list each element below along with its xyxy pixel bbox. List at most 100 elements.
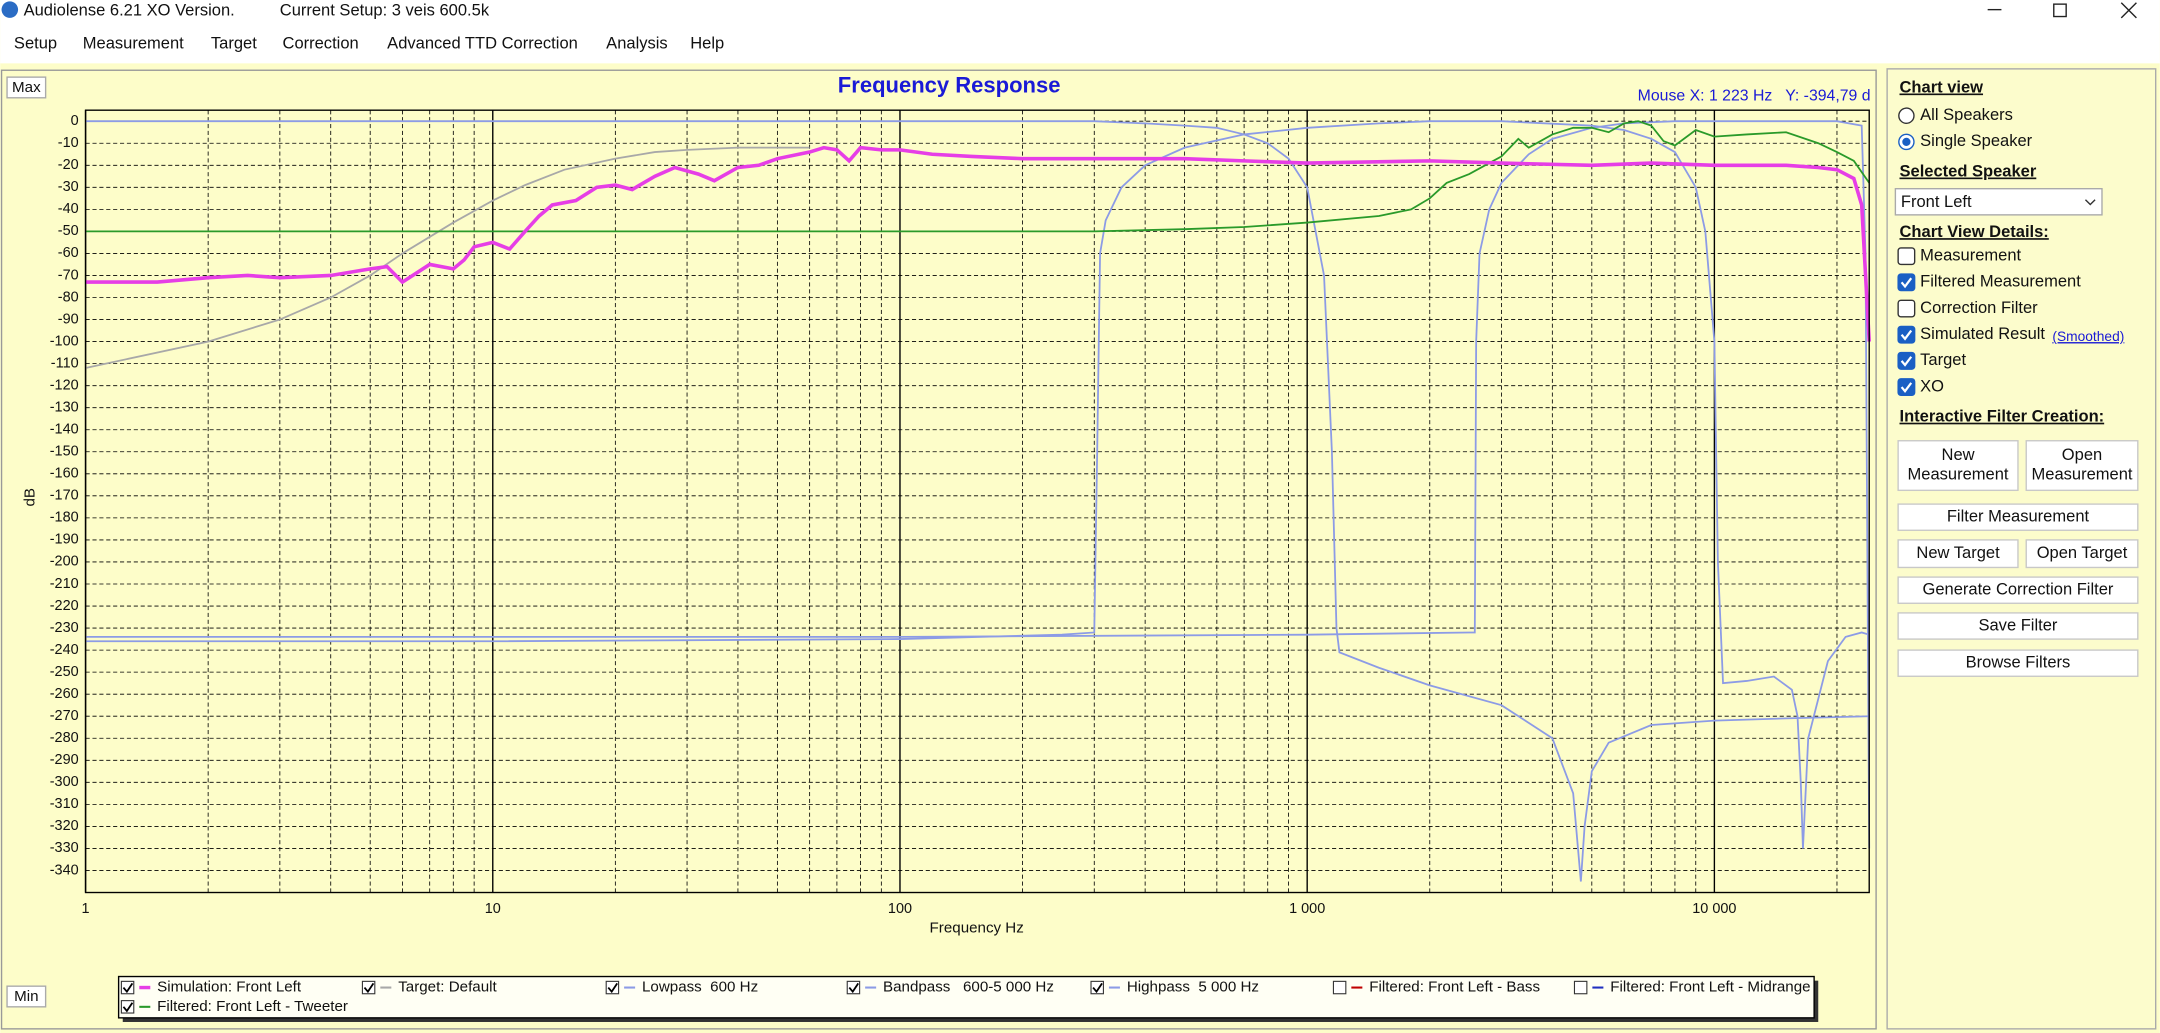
y-tick-label: -140: [50, 422, 79, 438]
section-title: Interactive Filter Creation:: [1900, 407, 2105, 426]
checkbox[interactable]: [1897, 378, 1916, 396]
checkbox-label[interactable]: Target: [1920, 350, 1966, 369]
menu-item[interactable]: Target: [211, 33, 257, 52]
legend-label[interactable]: Filtered: Front Left - Tweeter: [157, 998, 348, 1015]
button-label[interactable]: Save Filter: [1978, 615, 2057, 634]
speaker-value[interactable]: Front Left: [1901, 192, 1972, 211]
y-tick-label: -100: [50, 333, 79, 349]
radio-label[interactable]: All Speakers: [1920, 105, 2013, 124]
checkbox-label[interactable]: Measurement: [1920, 246, 2021, 265]
smoothed-link[interactable]: (Smoothed): [2052, 329, 2124, 344]
menu-item[interactable]: Correction: [283, 33, 359, 52]
menu-item[interactable]: Analysis: [606, 33, 668, 52]
sidebar: Chart view All Speakers Single Speaker Sele…: [1894, 78, 2139, 677]
menu-item[interactable]: Help: [690, 33, 724, 52]
y-axis-label: dB: [21, 488, 38, 507]
y-tick-label: 0: [71, 113, 79, 129]
menu-item[interactable]: Advanced TTD Correction: [387, 33, 578, 52]
checkbox-check: [1900, 277, 1913, 289]
legend-label[interactable]: Highpass 5 000 Hz: [1127, 979, 1259, 996]
series-line: [85, 120, 1871, 849]
y-tick-label: -160: [50, 466, 79, 482]
legend-label[interactable]: Bandpass 600-5 000 Hz: [883, 979, 1054, 996]
button-label[interactable]: New Target: [1916, 543, 2000, 562]
checkbox[interactable]: [1897, 351, 1916, 370]
checkbox[interactable]: [1897, 273, 1916, 292]
legend-check: [122, 1002, 134, 1013]
y-tick-label: -310: [50, 796, 79, 812]
legend-label[interactable]: Filtered: Front Left - Midrange: [1610, 979, 1810, 996]
legend-checkbox[interactable]: [1573, 980, 1588, 995]
button-label[interactable]: Open Target: [2037, 543, 2128, 562]
button[interactable]: [1897, 503, 2139, 531]
button-label[interactable]: Measurement: [1908, 465, 2009, 484]
button-label[interactable]: Generate Correction Filter: [1923, 580, 2114, 599]
checkbox-label[interactable]: XO: [1920, 376, 1944, 395]
close-button[interactable]: [2120, 2, 2137, 19]
y-tick-label: -250: [50, 664, 79, 680]
button[interactable]: [2025, 539, 2139, 569]
y-tick-label: -240: [50, 642, 79, 658]
max-button[interactable]: [6, 76, 47, 99]
max-button-label[interactable]: Max: [12, 79, 41, 96]
radio-button[interactable]: [1898, 107, 1915, 124]
button-label[interactable]: Filter Measurement: [1947, 507, 2090, 526]
legend-label[interactable]: Lowpass 600 Hz: [642, 979, 758, 996]
y-tick-label: -300: [50, 774, 79, 790]
legend-check: [122, 982, 134, 994]
menu-item[interactable]: Measurement: [83, 33, 184, 52]
button[interactable]: [1897, 539, 2019, 569]
section-title: Chart View Details:: [1900, 222, 2049, 241]
checkbox[interactable]: [1897, 325, 1916, 344]
restore-button[interactable]: [2053, 3, 2067, 18]
button-label[interactable]: Browse Filters: [1966, 653, 2071, 672]
y-tick-label: -10: [58, 135, 79, 151]
legend-check: [363, 982, 375, 994]
grid: 0 -10 -20 -30 -40 -50 -60 -70 -80 -90 -100 -110 -120…: [50, 110, 1870, 917]
button[interactable]: [1897, 440, 2019, 492]
button-label[interactable]: New: [1942, 445, 1975, 464]
x-tick-label: 10 000: [1692, 901, 1736, 917]
radio-label[interactable]: Single Speaker: [1920, 131, 2033, 150]
series-lines: [85, 120, 1871, 882]
legend-label[interactable]: Target: Default: [398, 979, 497, 996]
checkbox-label[interactable]: Filtered Measurement: [1920, 272, 2081, 291]
series-line: [85, 120, 1870, 233]
legend-check: [848, 982, 859, 994]
legend-label[interactable]: Filtered: Front Left - Bass: [1369, 979, 1540, 996]
y-tick-label: -120: [50, 377, 79, 393]
checkbox[interactable]: [1897, 299, 1916, 318]
x-tick-label: 10: [485, 901, 501, 917]
menu-item[interactable]: Setup: [14, 33, 57, 52]
checkbox-label[interactable]: Correction Filter: [1920, 298, 2038, 317]
button[interactable]: [1897, 576, 2139, 604]
x-tick-label: 1: [82, 901, 90, 917]
dropdown-chevron: [2084, 199, 2096, 206]
y-tick-label: -70: [58, 267, 79, 283]
button[interactable]: [2025, 440, 2139, 492]
section-title: Selected Speaker: [1900, 162, 2037, 181]
menu-bar: Setup Measurement Target Correction Advanced…: [14, 33, 724, 52]
mouse-readout: Mouse X: 1 223 Hz Y: -394,79 d: [1638, 88, 1871, 105]
button[interactable]: [1897, 612, 2139, 640]
min-button[interactable]: [6, 985, 47, 1008]
checkbox[interactable]: [1897, 247, 1916, 266]
radio-dot: [1902, 137, 1911, 146]
legend-label[interactable]: Simulation: Front Left: [157, 979, 302, 996]
y-tick-label: -20: [58, 157, 79, 173]
y-tick-label: -320: [50, 818, 79, 834]
speaker-dropdown[interactable]: [1894, 188, 2103, 216]
y-tick-label: -210: [50, 576, 79, 592]
button[interactable]: [1897, 649, 2139, 677]
min-button-label[interactable]: Min: [14, 988, 38, 1005]
button-label[interactable]: Measurement: [2032, 465, 2133, 484]
checkbox-label[interactable]: Simulated Result: [1920, 324, 2045, 343]
y-tick-label: -80: [58, 289, 79, 305]
legend-checkbox[interactable]: [1332, 980, 1347, 995]
y-tick-label: -340: [50, 862, 79, 878]
app-icon: [1, 1, 19, 18]
y-tick-label: -90: [58, 311, 79, 327]
chart-title: Frequency Response: [838, 73, 1061, 98]
button-label[interactable]: Open: [2062, 445, 2102, 464]
